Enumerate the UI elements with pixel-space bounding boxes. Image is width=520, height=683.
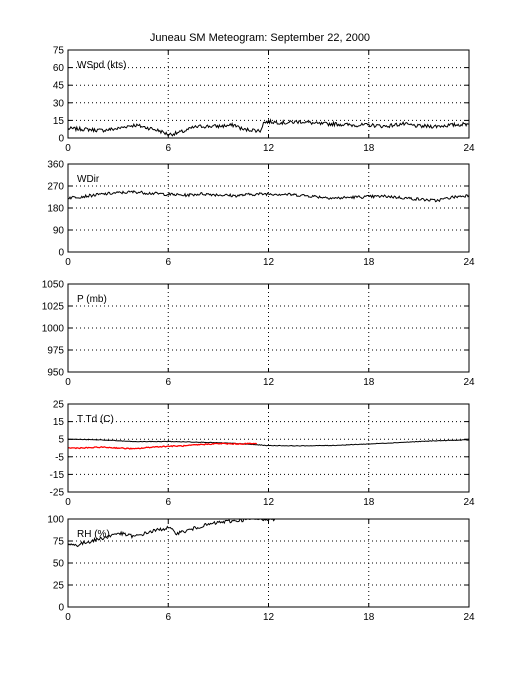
panel-4: 0 6 12 18 24 -25 -15 -5 5 15 25 T Td (C) [50,400,475,509]
tick-label-y: 90 [53,226,65,237]
series-line-1 [67,518,277,548]
series-line-1 [67,438,470,447]
tick-label-x: 24 [463,497,475,508]
tick-label-y: 0 [58,603,64,614]
panel-label: WSpd (kts) [77,60,126,71]
tick-label-y: 60 [53,63,65,74]
tick-label-y: 15 [53,116,65,127]
tick-label-x: 0 [65,612,71,623]
panel-label: T Td (C) [77,414,114,425]
series-line-2 [67,442,258,450]
tick-label-y: 45 [53,81,65,92]
tick-label-x: 6 [165,612,171,623]
tick-label-y: 75 [53,46,65,57]
tick-label-y: 975 [47,346,64,357]
panel-label: P (mb) [77,294,107,305]
tick-label-y: 360 [47,160,64,171]
tick-label-x: 24 [463,143,475,154]
tick-label-y: 75 [53,537,65,548]
panel-3: 0 6 12 18 24 950 975 1000 1025 1050 P (mb) [42,280,475,389]
tick-label-x: 0 [65,143,71,154]
tick-label-y: 1000 [42,324,65,335]
tick-label-y: 100 [47,515,64,526]
panel-5: 0 6 12 18 24 0 25 50 75 100 RH (%) [47,515,475,624]
page-title: Juneau SM Meteogram: September 22, 2000 [149,32,371,44]
tick-label-y: 0 [58,248,64,259]
tick-label-x: 0 [65,497,71,508]
tick-label-y: 30 [53,98,65,109]
tick-label-y: 1025 [42,302,65,313]
tick-label-x: 18 [363,612,375,623]
tick-label-x: 12 [263,497,275,508]
tick-label-x: 18 [363,143,375,154]
tick-label-y: 0 [58,134,64,145]
tick-label-x: 12 [263,377,275,388]
tick-label-x: 18 [363,497,375,508]
tick-label-y: 950 [47,368,64,379]
tick-label-y: 15 [53,417,65,428]
tick-label-x: 6 [165,257,171,268]
tick-label-x: 24 [463,257,475,268]
tick-label-x: 12 [263,143,275,154]
tick-label-y: 1050 [42,280,65,291]
panel-label: RH (%) [77,529,110,540]
tick-label-x: 12 [263,257,275,268]
panel-1: 0 6 12 18 24 0 15 30 45 60 75 WSpd (kts) [53,46,475,155]
tick-label-y: -5 [55,452,64,463]
tick-label-y: 270 [47,182,64,193]
tick-label-x: 24 [463,612,475,623]
tick-label-x: 0 [65,377,71,388]
panel-2: 0 6 12 18 24 0 90 180 270 360 WDir [47,160,475,269]
tick-label-x: 18 [363,377,375,388]
tick-label-x: 18 [363,257,375,268]
tick-label-y: 50 [53,559,65,570]
tick-label-y: 5 [58,435,64,446]
tick-label-y: 25 [53,400,65,411]
tick-label-x: 0 [65,257,71,268]
tick-label-y: -15 [50,470,65,481]
tick-label-x: 6 [165,143,171,154]
tick-label-y: 180 [47,204,64,215]
tick-label-x: 6 [165,377,171,388]
tick-label-y: -25 [50,488,65,499]
tick-label-x: 6 [165,497,171,508]
series-line-1 [67,118,470,137]
series-line-1 [67,189,470,203]
tick-label-y: 25 [53,581,65,592]
tick-label-x: 12 [263,612,275,623]
tick-label-x: 24 [463,377,475,388]
panel-label: WDir [77,174,100,185]
